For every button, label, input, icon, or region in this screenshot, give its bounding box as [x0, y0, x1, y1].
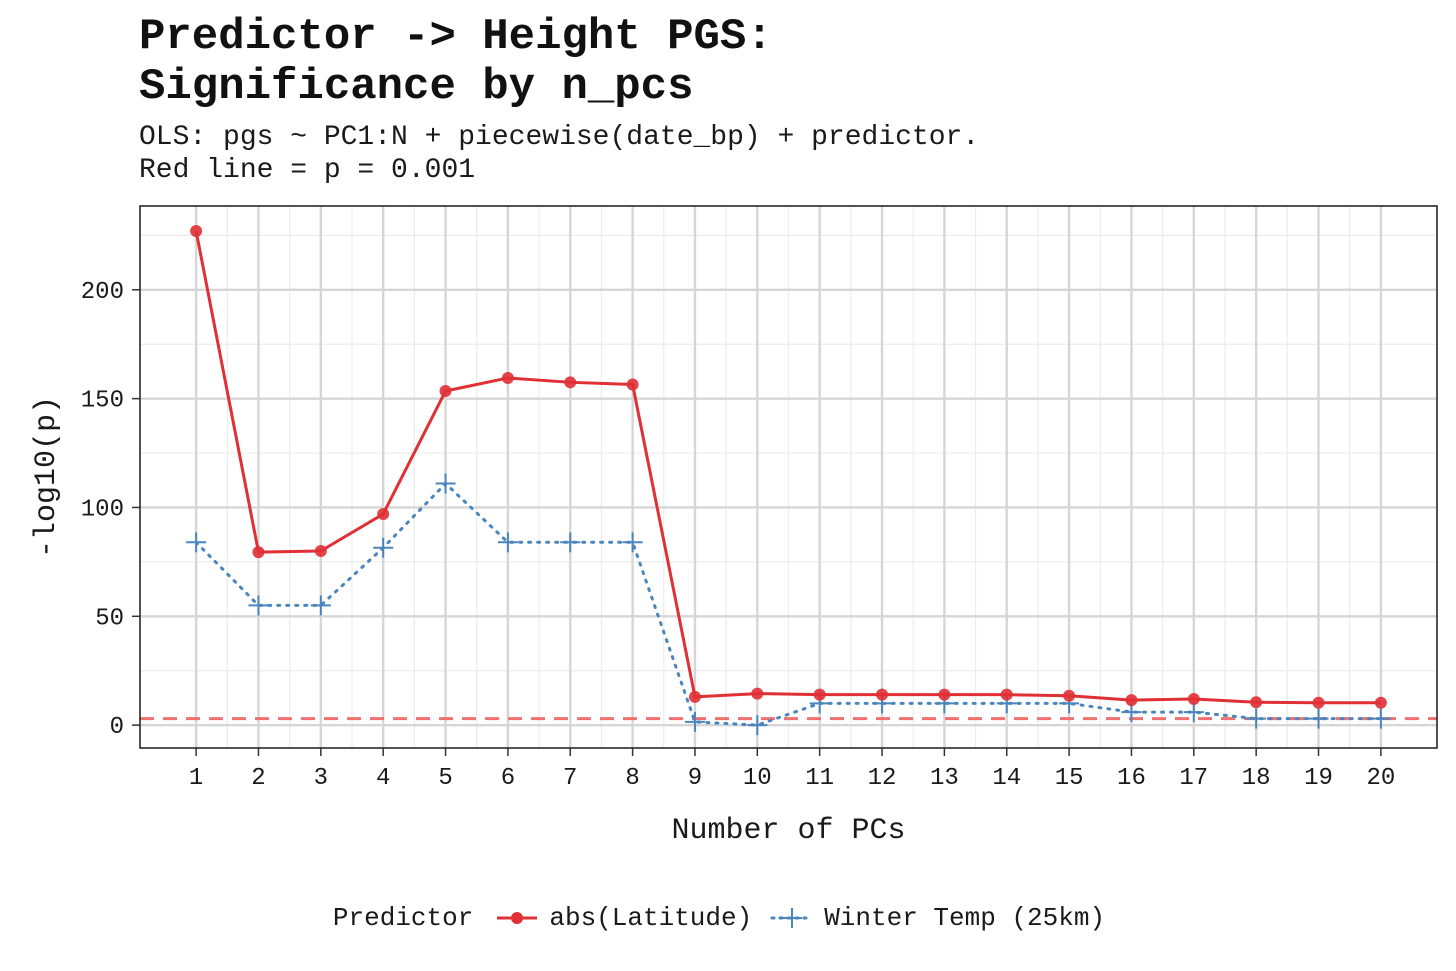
x-tick-label: 11	[805, 765, 834, 792]
x-tick-label: 19	[1304, 765, 1333, 792]
x-axis-label: Number of PCs	[671, 814, 905, 848]
point-abs-latitude	[1374, 696, 1387, 709]
x-tick-label: 15	[1055, 765, 1084, 792]
chart-title-line-1: Predictor -> Height PGS:	[139, 12, 773, 62]
point-abs-latitude	[1187, 693, 1200, 706]
point-winter-temp	[310, 595, 331, 616]
x-tick-label: 6	[501, 765, 515, 792]
point-winter-temp	[497, 532, 518, 553]
point-abs-latitude	[876, 688, 889, 701]
y-tick-label: 200	[81, 279, 124, 306]
chart-subtitle-line-1: OLS: pgs ~ PC1:N + piecewise(date_bp) + …	[139, 122, 980, 153]
major-gridlines	[140, 206, 1437, 748]
point-abs-latitude	[626, 378, 639, 391]
legend-item-winter-temp: Winter Temp (25km)	[770, 898, 1105, 938]
series-layer	[186, 225, 1391, 736]
x-tick-label: 3	[314, 765, 328, 792]
legend-item-abs-latitude: abs(Latitude)	[495, 898, 752, 938]
point-winter-temp	[1370, 708, 1391, 729]
x-tick-label: 7	[563, 765, 577, 792]
x-tick-label: 17	[1179, 765, 1208, 792]
series-line-winter-temp	[194, 482, 1383, 727]
point-winter-temp	[435, 473, 456, 494]
point-abs-latitude	[564, 376, 577, 389]
point-abs-latitude	[938, 688, 951, 701]
x-tick-label: 13	[930, 765, 959, 792]
x-tick-label: 10	[743, 765, 772, 792]
x-tick-label: 8	[625, 765, 639, 792]
point-winter-temp	[560, 532, 581, 553]
point-abs-latitude	[688, 690, 701, 703]
y-tick-label: 0	[110, 714, 124, 741]
chart-title-line-2: Significance by n_pcs	[139, 62, 694, 112]
point-winter-temp	[248, 595, 269, 616]
point-winter-temp	[186, 532, 207, 553]
x-tick-label: 20	[1366, 765, 1395, 792]
point-winter-temp	[1246, 708, 1267, 729]
minor-gridlines	[140, 206, 1437, 748]
legend-title: Predictor	[332, 903, 474, 933]
point-winter-temp	[1308, 708, 1329, 729]
point-abs-latitude	[1312, 696, 1325, 709]
point-winter-temp	[373, 537, 394, 558]
point-abs-latitude	[751, 687, 764, 700]
point-abs-latitude	[1000, 688, 1013, 701]
point-abs-latitude	[190, 225, 203, 238]
x-tick-label: 18	[1242, 765, 1271, 792]
chart-subtitle: OLS: pgs ~ PC1:N + piecewise(date_bp) + …	[139, 121, 979, 187]
y-tick-label: 50	[95, 605, 124, 632]
point-abs-latitude	[439, 385, 452, 398]
x-tick-label: 5	[438, 765, 452, 792]
point-winter-temp	[747, 715, 768, 736]
point-abs-latitude	[377, 508, 390, 521]
legend-key-winter-temp	[770, 908, 814, 928]
y-tick-label: 100	[81, 496, 124, 523]
point-abs-latitude	[501, 371, 514, 384]
legend-label-winter-temp: Winter Temp (25km)	[824, 903, 1106, 933]
plot-panel-border	[139, 205, 1438, 749]
point-abs-latitude	[813, 688, 826, 701]
point-winter-temp	[684, 711, 705, 732]
legend-label-abs-latitude: abs(Latitude)	[549, 903, 753, 933]
x-tick-label: 16	[1117, 765, 1146, 792]
chart-subtitle-line-2: Red line = p = 0.001	[139, 155, 476, 186]
x-tick-label: 2	[251, 765, 265, 792]
point-abs-latitude	[1063, 689, 1076, 702]
point-abs-latitude	[314, 545, 327, 558]
point-abs-latitude	[1250, 696, 1263, 709]
x-tick-label: 12	[868, 765, 897, 792]
y-axis-label: -log10(p)	[30, 396, 64, 558]
legend-key-abs-latitude	[497, 912, 538, 924]
x-tick-label: 9	[688, 765, 702, 792]
legend: Predictor abs(Latitude) Winter Temp (25k…	[0, 898, 1456, 938]
point-abs-latitude	[1125, 694, 1138, 707]
y-tick-label: 150	[81, 388, 124, 415]
chart-title: Predictor -> Height PGS: Significance by…	[139, 12, 773, 112]
point-winter-temp	[1183, 702, 1204, 723]
x-tick-label: 14	[992, 765, 1021, 792]
axes-layer: 1 2 3 4 5 6 7 8 9 10 11 12 13 14 15 16 17 18 19 20050100150…	[81, 279, 1396, 792]
series-line-abs-latitude	[194, 230, 1381, 705]
point-abs-latitude	[252, 546, 265, 559]
point-winter-temp	[622, 532, 643, 553]
x-tick-label: 4	[376, 765, 390, 792]
x-tick-label: 1	[189, 765, 203, 792]
